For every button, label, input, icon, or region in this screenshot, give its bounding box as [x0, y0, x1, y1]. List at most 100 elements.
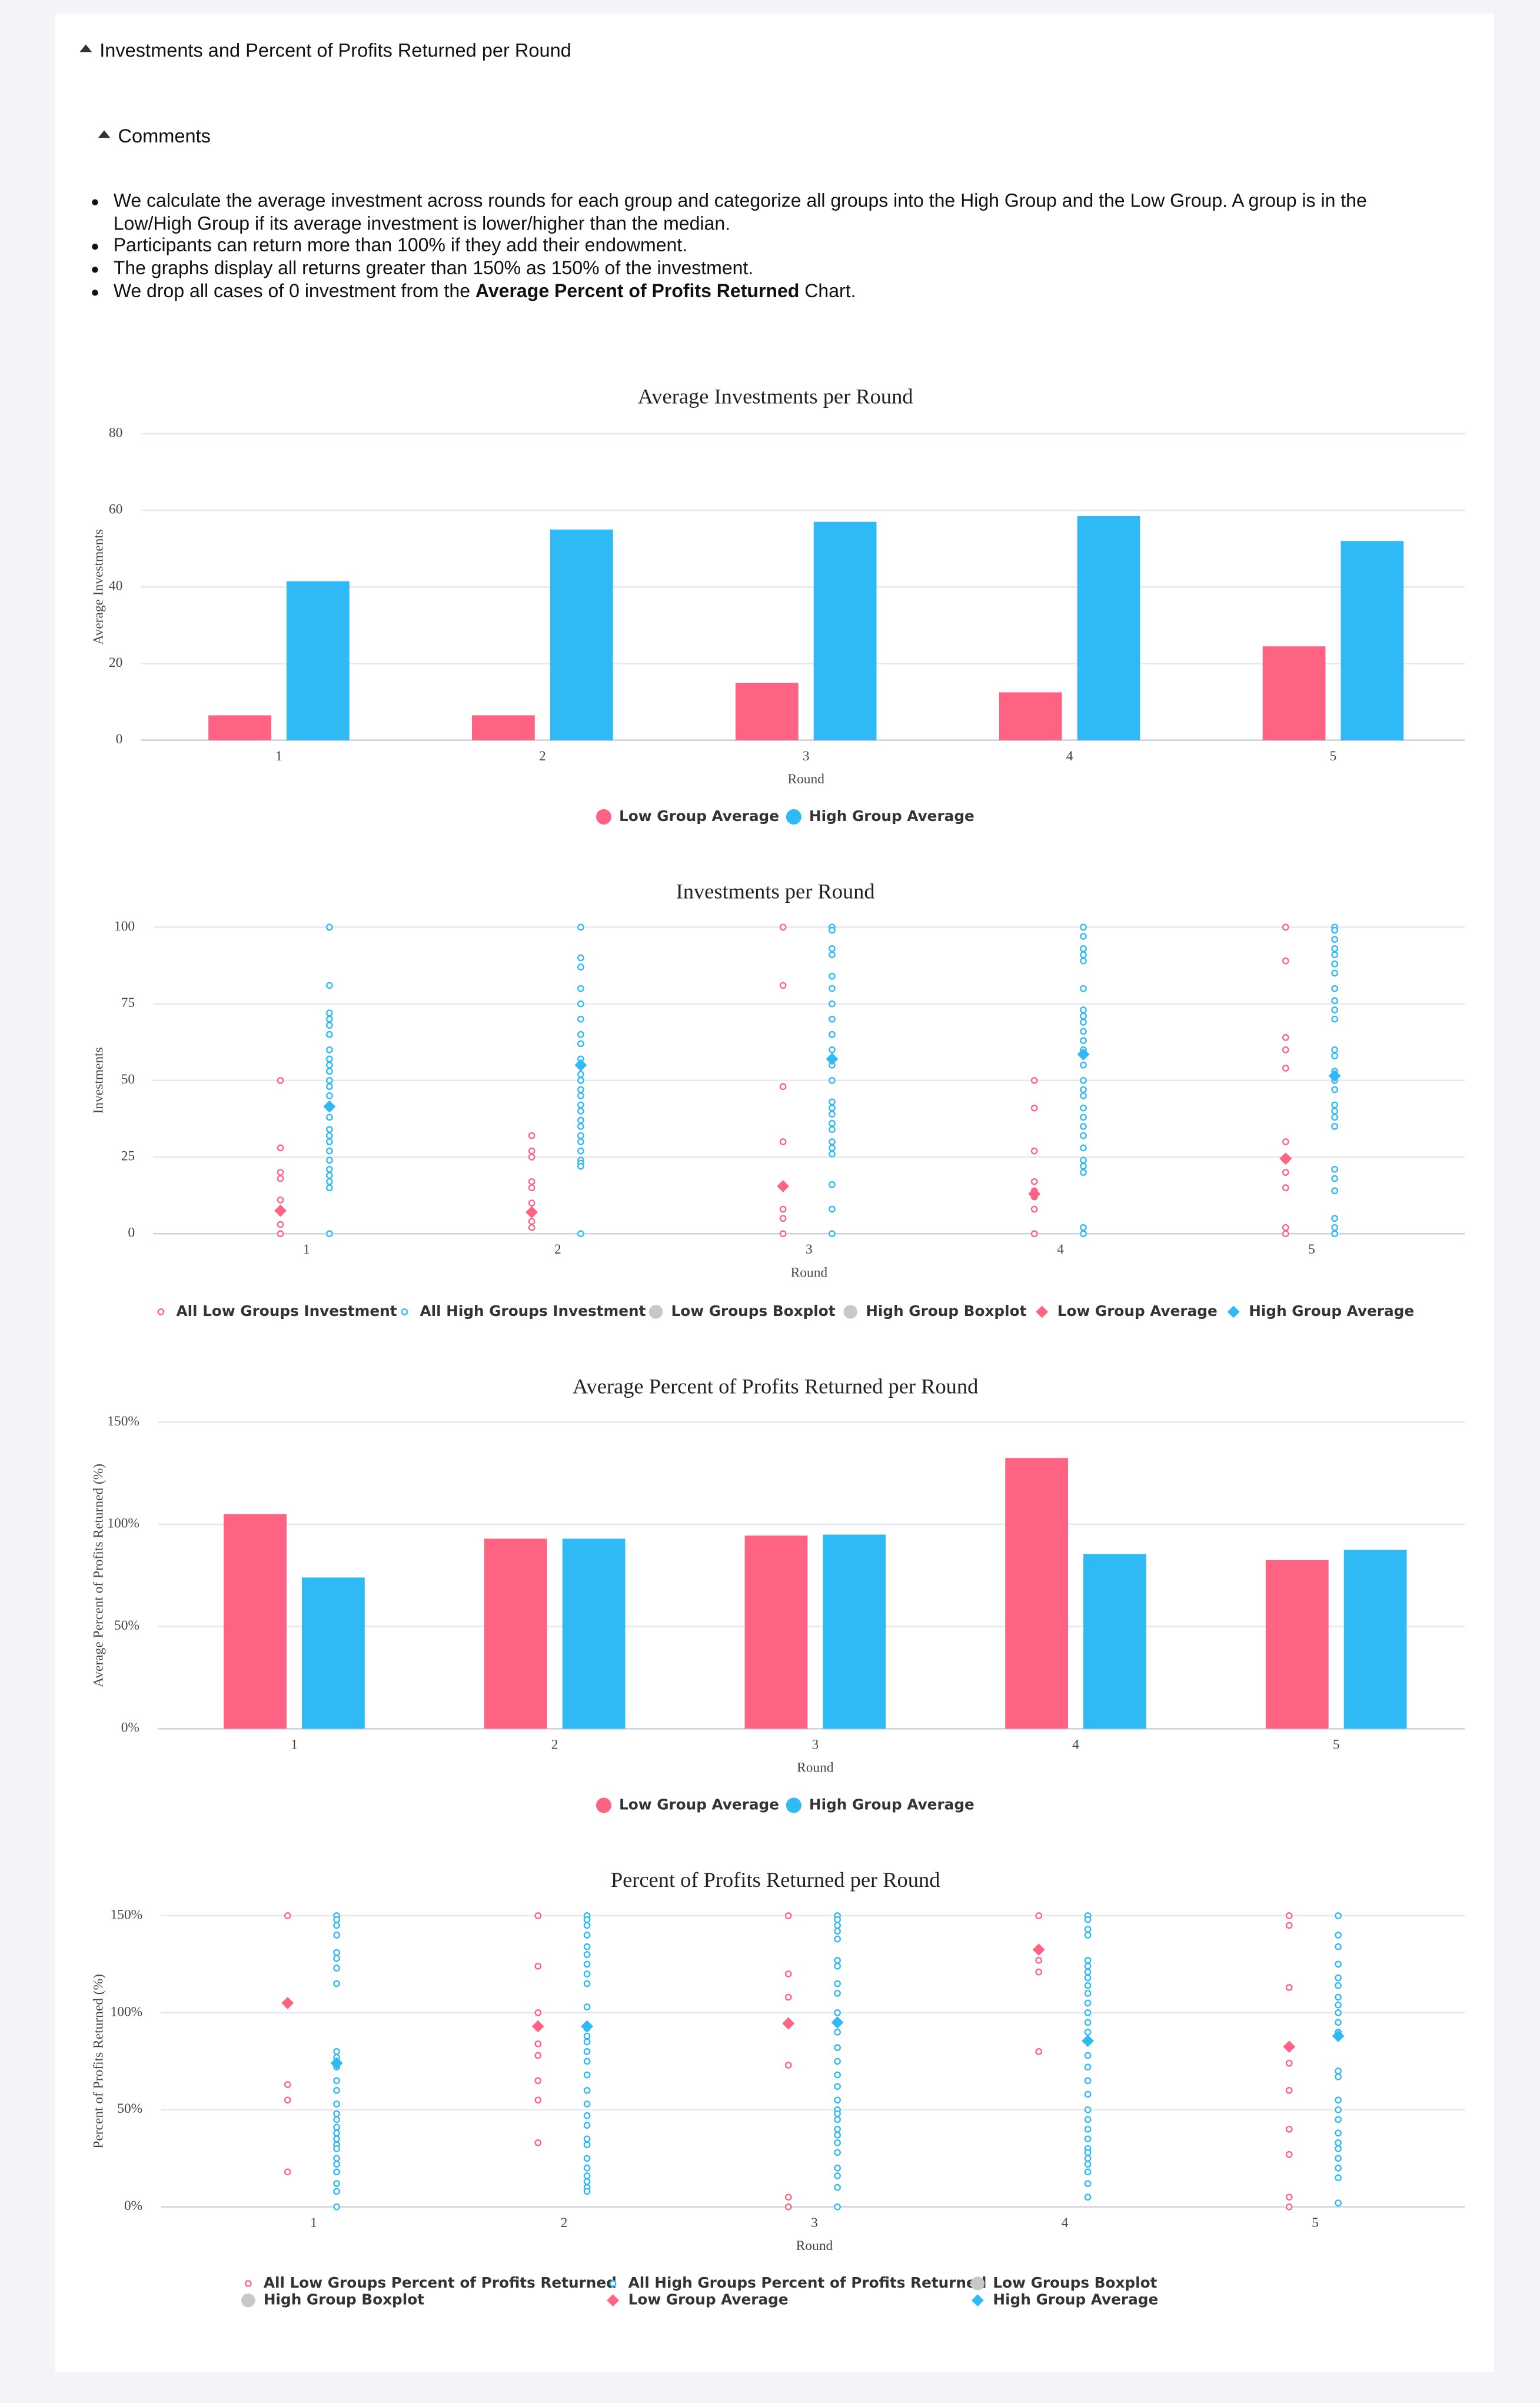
data-point [1331, 1123, 1338, 1130]
data-point [834, 2009, 841, 2016]
data-point [326, 1230, 333, 1238]
data-point [333, 2155, 340, 2162]
data-point [333, 2086, 340, 2094]
comment-text: The graphs display all returns greater t… [113, 257, 754, 280]
comments-title: Comments [118, 125, 211, 147]
data-point [1080, 1104, 1087, 1112]
data-point [577, 1132, 584, 1139]
data-point [583, 2038, 591, 2046]
bar [823, 1534, 886, 1729]
data-point [326, 1068, 333, 1075]
data-point [1084, 1957, 1092, 1964]
bar [1341, 541, 1404, 740]
data-point [1080, 1006, 1087, 1013]
data-point [1282, 1230, 1289, 1238]
data-point [784, 1993, 792, 2001]
data-point [1335, 2073, 1342, 2080]
data-point [577, 1162, 584, 1170]
data-point [333, 2100, 340, 2108]
y-tick-label: 25 [121, 1148, 135, 1164]
legend-marker [843, 1305, 857, 1319]
data-point [1080, 1086, 1087, 1094]
data-point [834, 1990, 841, 1997]
data-point [829, 1015, 836, 1023]
data-point [534, 2139, 542, 2146]
data-point [1335, 2145, 1342, 2152]
data-point [829, 1138, 836, 1145]
data-point [534, 2009, 542, 2016]
data-point [829, 1150, 836, 1158]
data-point [829, 1111, 836, 1118]
x-axis-label: Round [791, 1265, 828, 1280]
data-point [333, 1955, 340, 1962]
legend-label: All Low Groups Investment [176, 1302, 397, 1320]
data-point [829, 1181, 836, 1188]
data-point [834, 2029, 841, 2036]
data-point [583, 1951, 591, 1958]
data-point [1282, 1184, 1289, 1191]
data-point [326, 1156, 333, 1164]
bar [1005, 1458, 1068, 1729]
data-point [583, 1932, 591, 1939]
data-point [277, 1221, 284, 1228]
comments-header[interactable]: Comments [98, 126, 211, 147]
data-point [583, 2048, 591, 2055]
data-point [583, 1943, 591, 1950]
legend-marker [648, 1305, 663, 1319]
data-point [528, 1199, 535, 1207]
data-point [326, 923, 333, 931]
data-point [277, 1175, 284, 1182]
data-point [1285, 1984, 1293, 1991]
average-marker [274, 1204, 287, 1217]
legend-marker [241, 2293, 255, 2308]
data-point [1080, 923, 1087, 931]
data-point [284, 2081, 291, 2088]
data-point [528, 1184, 535, 1191]
data-point [834, 2164, 841, 2172]
y-tick-label: 60 [109, 502, 122, 517]
data-point [1080, 1123, 1087, 1130]
data-point [1084, 1968, 1092, 1976]
data-point [333, 2180, 340, 2188]
data-point [583, 1922, 591, 1929]
data-point [1084, 2106, 1092, 2113]
legend-label: Low Group Average [619, 807, 779, 825]
data-point [779, 1215, 787, 1222]
average-marker [525, 1206, 538, 1219]
data-point [1285, 2059, 1293, 2067]
data-point [779, 923, 787, 931]
data-point [1084, 1982, 1092, 1989]
data-point [1282, 1138, 1289, 1145]
data-point [1331, 1215, 1338, 1222]
data-point [1331, 926, 1338, 934]
data-point [1335, 2001, 1342, 2009]
comment: We drop all cases of 0 investment from t… [114, 280, 1431, 303]
x-tick-label: 5 [1312, 2215, 1319, 2231]
data-point [1080, 1019, 1087, 1026]
data-point [779, 982, 787, 989]
data-point [1080, 1144, 1087, 1152]
data-point [583, 2032, 591, 2040]
section-header[interactable]: Investments and Percent of Profits Retur… [79, 40, 571, 61]
data-point [829, 1076, 836, 1084]
legend-marker [244, 2280, 252, 2287]
comment: We calculate the average investment acro… [114, 190, 1431, 235]
average-marker [574, 1059, 587, 1072]
data-point [1080, 1224, 1087, 1231]
data-point [583, 2100, 591, 2108]
y-tick-label: 150% [111, 1907, 143, 1922]
legend-label: Low Group Average [1057, 1302, 1218, 1320]
data-point [577, 1108, 584, 1115]
data-point [1335, 1932, 1342, 1939]
data-point [829, 1104, 836, 1112]
data-point [277, 1230, 284, 1238]
data-point [583, 2172, 591, 2179]
average-marker [1028, 1188, 1041, 1200]
legend-label: High Group Boxplot [264, 2291, 424, 2308]
comment-text: Average Percent of Profits Returned [475, 280, 800, 302]
data-point [1335, 2096, 1342, 2104]
data-point [1285, 1922, 1293, 1929]
data-point [528, 1178, 535, 1185]
x-tick-label: 2 [539, 749, 546, 764]
